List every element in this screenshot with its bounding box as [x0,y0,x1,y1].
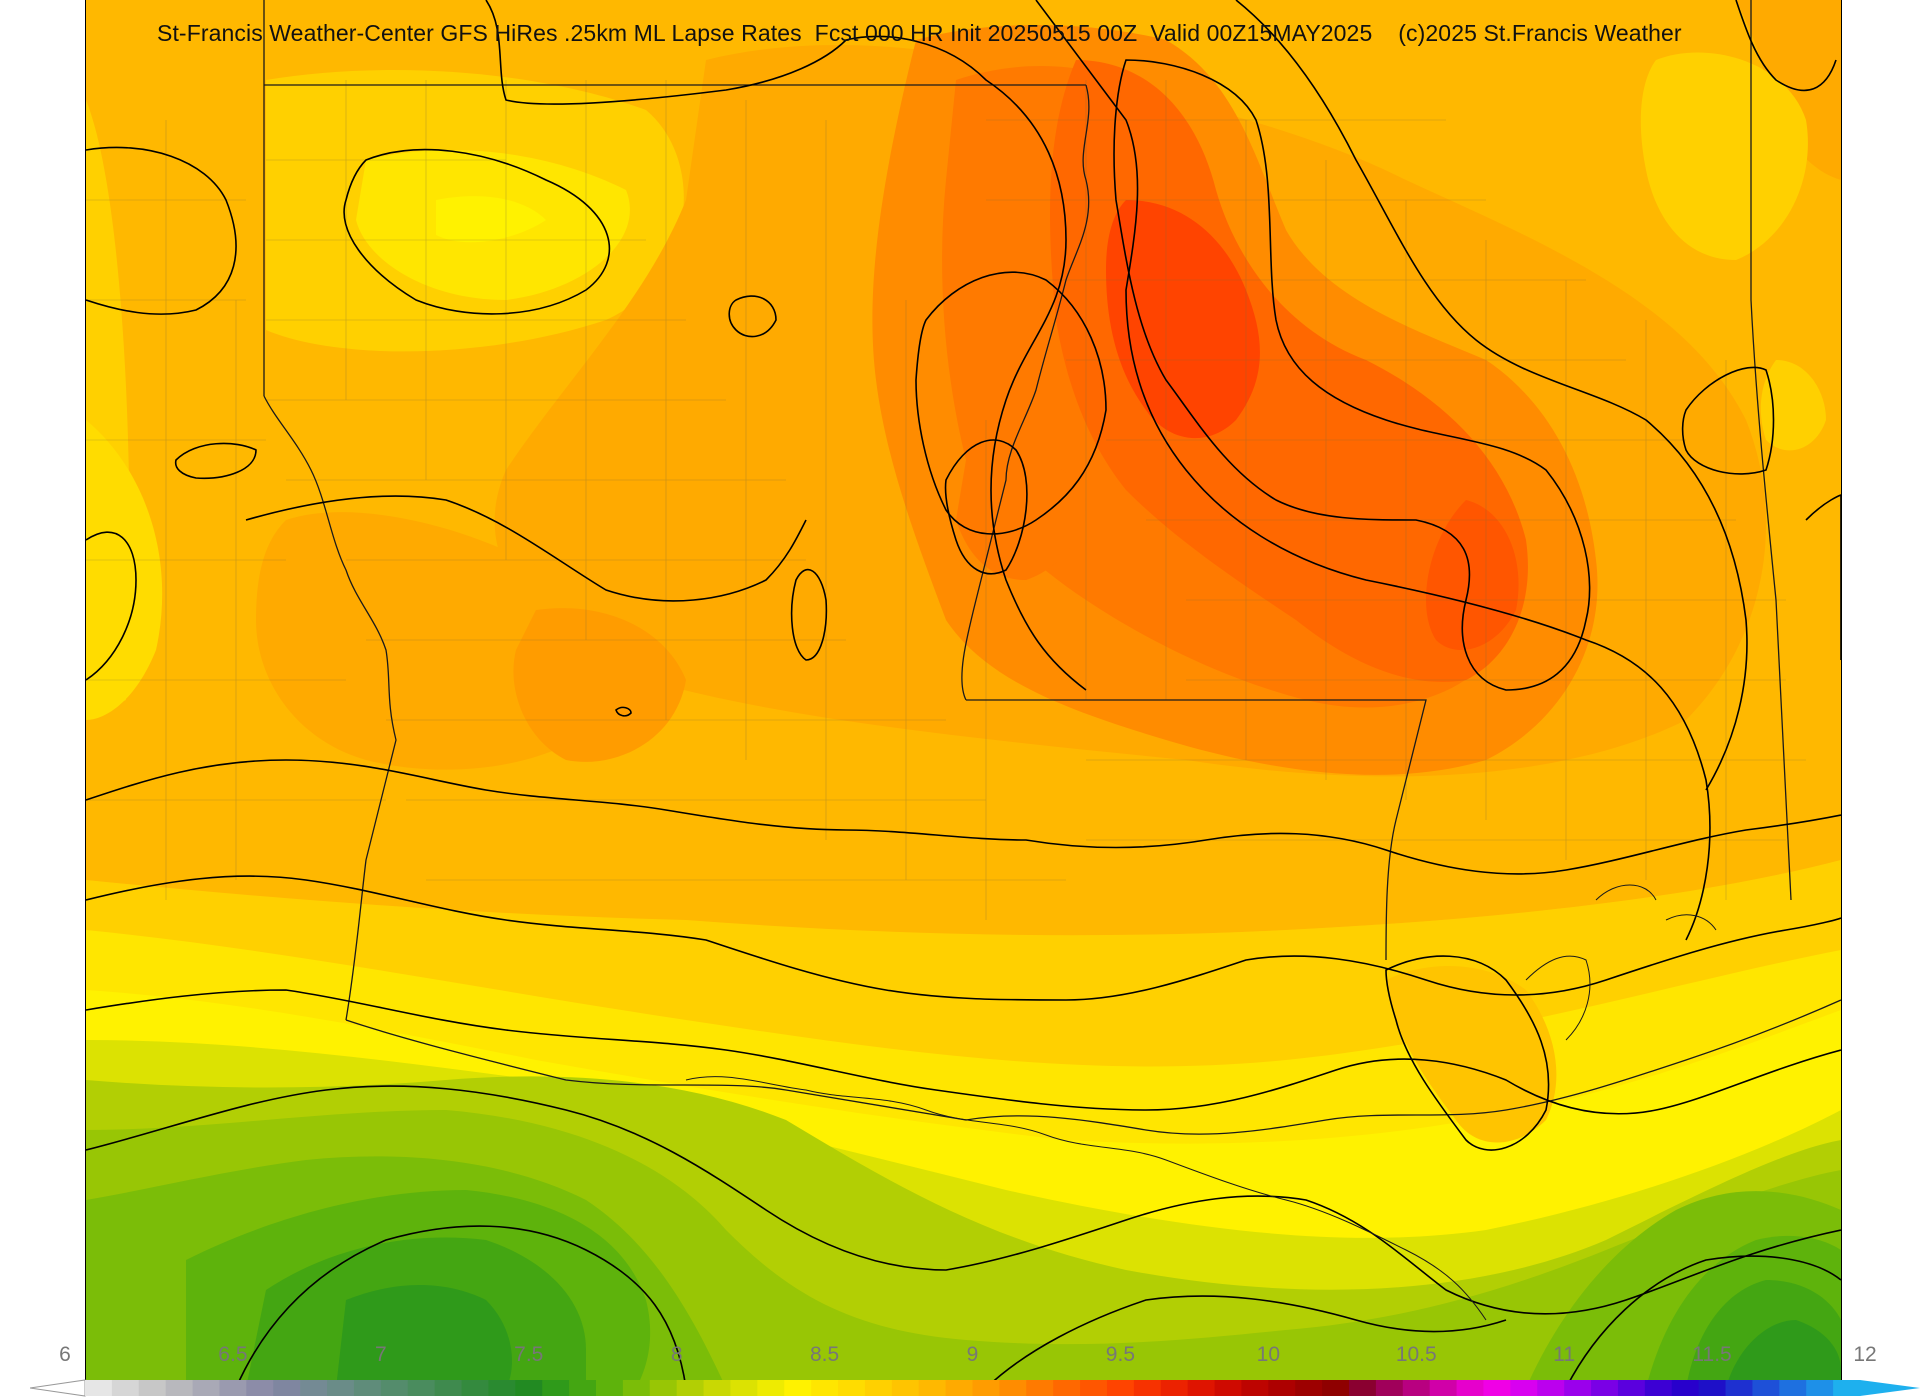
colorbar-swatch [1026,1380,1054,1396]
colorbar-swatch [434,1380,463,1396]
colorbar-swatch [1187,1380,1216,1396]
colorbar-swatch [1322,1380,1350,1396]
colorbar-tick-label: 10 [1256,1343,1281,1366]
colorbar-swatch [542,1380,570,1396]
colorbar-swatch [945,1380,973,1396]
colorbar-swatch [891,1380,920,1396]
colorbar-swatch [353,1380,382,1396]
colorbar-tick-label: 11.5 [1692,1343,1732,1366]
colorbar-swatch [85,1380,113,1396]
colorbar-tick-label: 10.5 [1395,1343,1437,1366]
colorbar-swatch [649,1380,678,1396]
colorbar-swatch [918,1380,947,1396]
colorbar-tick-label: 6 [59,1343,71,1366]
colorbar-swatch [1725,1380,1753,1396]
colorbar-swatch [676,1380,705,1396]
colorbar-swatch [273,1380,301,1396]
colorbar-tick-label: 7 [374,1343,387,1366]
colorbar-swatch [461,1380,489,1396]
isolines [86,0,1841,1388]
colorbar-swatch [1564,1380,1592,1396]
colorbar-swatch [757,1380,785,1396]
colorbar-tick-label: 6.5 [218,1343,248,1366]
colorbar-swatch [1671,1380,1700,1396]
colorbar-tick-label: 8.5 [809,1343,840,1366]
colorbar-swatch [1752,1380,1780,1396]
colorbar-swatch [569,1380,597,1396]
colorbar-swatch [1510,1380,1538,1396]
colorbar-swatch [488,1380,516,1396]
colorbar-swatch [1591,1380,1619,1396]
lapse-rate-map [86,0,1841,1388]
colorbar-swatch [165,1380,194,1396]
coastline [685,884,1717,1321]
colorbar-swatch [192,1380,220,1396]
colorbar-swatch [1429,1380,1458,1396]
colorbar-swatch [1106,1380,1135,1396]
colorbar-swatch [1644,1380,1673,1396]
colorbar-swatch [703,1380,731,1396]
colorbar-swatch [1160,1380,1189,1396]
map-panel [85,0,1842,1388]
colorbar-tick-label: 12 [1853,1343,1877,1366]
colorbar-swatch [838,1380,866,1396]
colorbar-swatch [864,1380,893,1396]
colorbar-swatch [1537,1380,1565,1396]
colorbar-swatch [999,1380,1027,1396]
colorbar-swatch [1483,1380,1511,1396]
colorbar-swatch [730,1380,758,1396]
colorbar-swatch [784,1380,812,1396]
colorbar-swatch [380,1380,409,1396]
colorbar-swatch [407,1380,436,1396]
colorbar-swatch [622,1380,651,1396]
colorbar-swatches [30,1379,1920,1397]
colorbar-min-arrow [30,1379,86,1397]
colorbar-swatch [1833,1380,1861,1396]
colorbar-swatch [1375,1380,1404,1396]
colorbar-swatch [595,1380,624,1396]
colorbar-swatch [972,1380,1000,1396]
colorbar-swatch [1402,1380,1431,1396]
colorbar-swatch [219,1380,247,1396]
colorbar-swatch [327,1380,355,1396]
colorbar-swatch [1241,1380,1269,1396]
state-boundaries [263,0,1841,1135]
colorbar-swatch [1779,1380,1807,1396]
colorbar-tick-label: 11 [1553,1343,1576,1366]
colorbar-swatch [300,1380,328,1396]
colorbar-swatch [138,1380,167,1396]
map-title: St-Francis Weather-Center GFS HiRes .25k… [157,20,1682,46]
colorbar-swatch [1295,1380,1323,1396]
county-boundaries [86,80,1806,920]
colorbar-swatch [515,1380,543,1396]
colorbar-swatch [1268,1380,1296,1396]
colorbar-swatch [1698,1380,1727,1396]
colorbar-swatch [246,1380,274,1396]
colorbar-swatch [111,1380,140,1396]
colorbar-tick-label: 9.5 [1105,1343,1136,1366]
colorbar-tick-label: 8 [670,1343,683,1366]
colorbar-swatch [1080,1380,1108,1396]
colorbar-swatch [1806,1380,1834,1396]
colorbar-swatch [1214,1380,1242,1396]
colorbar-swatch [1053,1380,1081,1396]
colorbar-swatch [1456,1380,1484,1396]
colorbar-swatch [1133,1380,1162,1396]
filled-contours [86,0,1841,1388]
colorbar-swatch [1617,1380,1646,1396]
colorbar-tick-label: 7.5 [514,1343,544,1366]
colorbar-swatch [1349,1380,1377,1396]
colorbar-swatch [811,1380,839,1396]
colorbar [30,1379,1920,1397]
colorbar-tick-label: 9 [966,1343,979,1366]
colorbar-max-arrow [1860,1380,1920,1396]
